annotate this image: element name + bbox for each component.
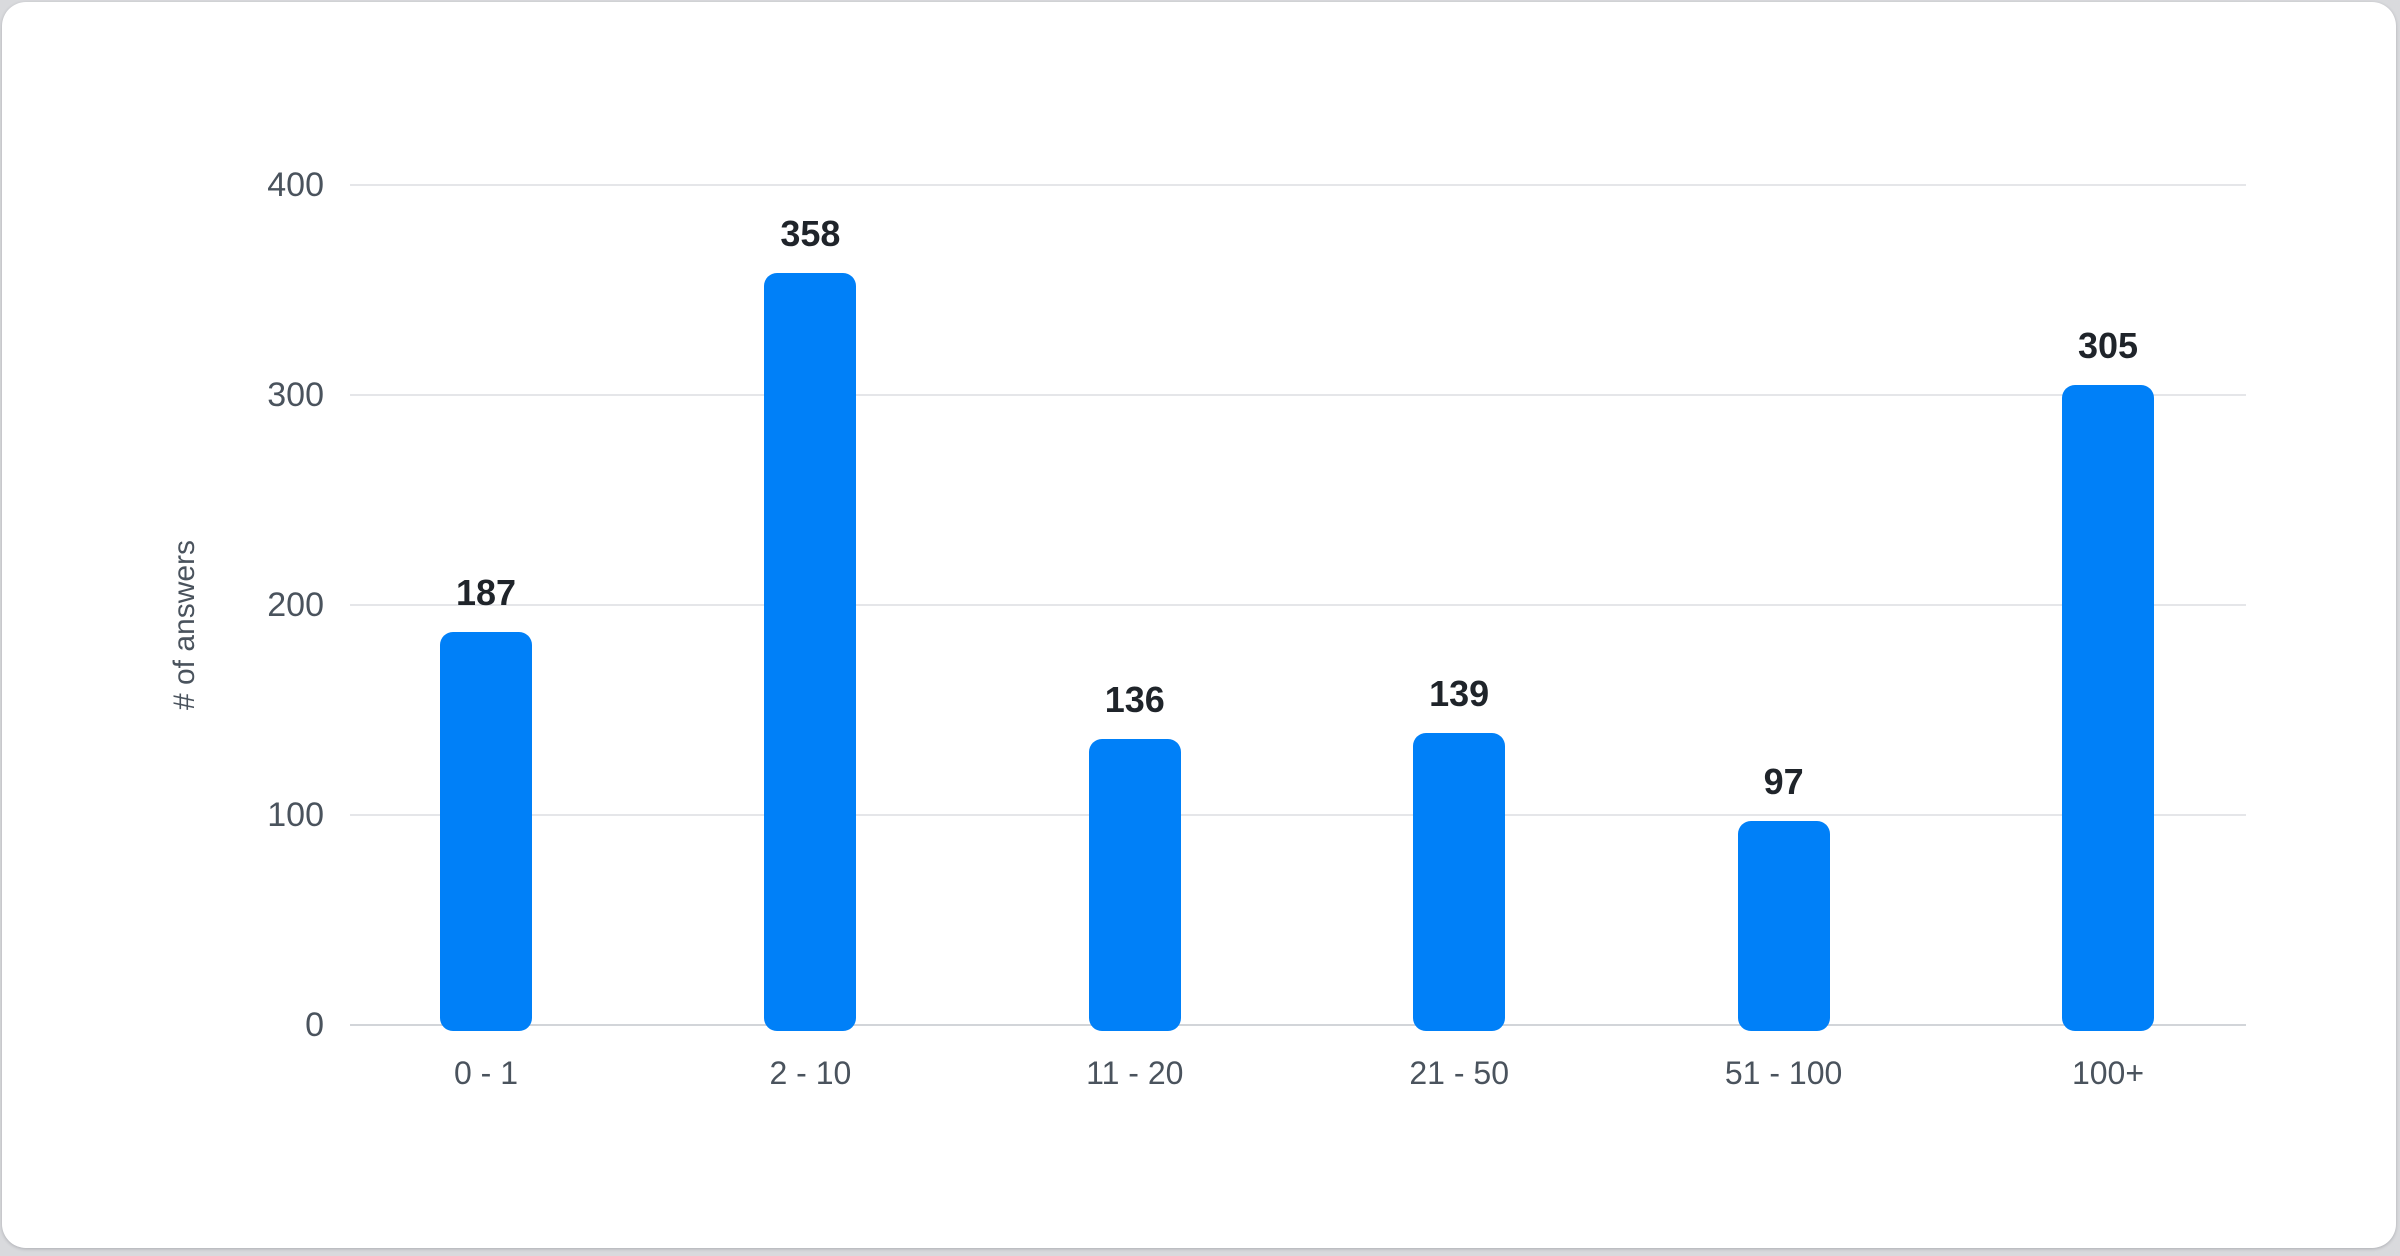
plot-area (350, 184, 2246, 1026)
bar-100+ (2062, 384, 2154, 1031)
y-axis-title: # of answers (168, 539, 201, 711)
x-tick-label: 2 - 10 (769, 1055, 852, 1091)
bar-value-label: 136 (1104, 679, 1165, 721)
x-tick-label: 11 - 20 (1086, 1055, 1184, 1091)
gridline (350, 184, 2246, 186)
x-tick-label: 100+ (2071, 1055, 2145, 1091)
bar-value-label: 97 (1763, 761, 1804, 803)
gridline (350, 394, 2246, 396)
bar-value-label: 187 (455, 572, 517, 614)
bar-51 - 100 (1737, 821, 1830, 1031)
y-tick-label: 200 (267, 586, 324, 624)
bar-11 - 20 (1088, 739, 1181, 1031)
bar-0 - 1 (440, 632, 532, 1031)
bar-21 - 50 (1413, 733, 1506, 1031)
gridline (350, 604, 2246, 606)
bar-2 - 10 (764, 273, 857, 1031)
bar-value-label: 139 (1429, 673, 1490, 715)
x-axis-baseline (350, 1024, 2246, 1026)
x-tick-label: 0 - 1 (453, 1055, 519, 1091)
x-tick-label: 21 - 50 (1409, 1055, 1509, 1091)
x-tick-label: 51 - 100 (1724, 1055, 1843, 1091)
bar-value-label: 358 (780, 213, 841, 255)
y-tick-label: 0 (305, 1006, 324, 1044)
y-tick-label: 300 (267, 376, 324, 414)
gridline (350, 814, 2246, 816)
y-tick-label: 400 (267, 166, 324, 204)
bar-value-label: 305 (2077, 324, 2139, 366)
y-tick-label: 100 (267, 796, 324, 834)
